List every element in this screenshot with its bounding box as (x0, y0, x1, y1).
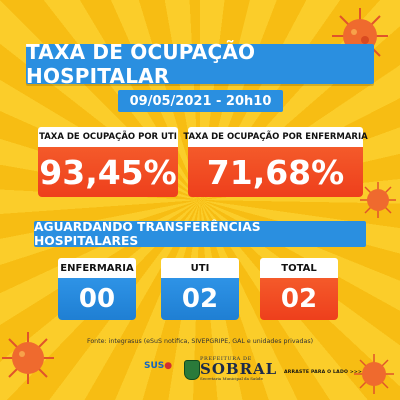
waiting-total-value: 02 (260, 278, 338, 320)
enfermaria-occupancy-label: TAXA DE OCUPAÇÃO POR ENFERMARIA (183, 127, 368, 147)
waiting-enfermaria-label: ENFERMARIA (58, 258, 136, 278)
prefeitura-sub-text: Secretaria Municipal da Saúde (200, 376, 263, 381)
date-text: 09/05/2021 - 20h10 (129, 93, 272, 109)
waiting-uti-label: UTI (161, 258, 239, 278)
virus-icon-bottom-left (2, 332, 54, 384)
uti-occupancy-card: TAXA DE OCUPAÇÃO POR UTI 93,45% (38, 127, 178, 197)
waiting-title: AGUARDANDO TRANSFERÊNCIAS HOSPITALARES (34, 220, 261, 248)
date-badge: 09/05/2021 - 20h10 (118, 90, 283, 112)
page-title: TAXA DE OCUPAÇÃO HOSPITALAR (26, 40, 256, 88)
waiting-uti-value: 02 (161, 278, 239, 320)
waiting-banner: AGUARDANDO TRANSFERÊNCIAS HOSPITALARES (34, 220, 366, 248)
sobral-crest-icon (184, 360, 200, 380)
prefeitura-logo: PREFEITURA DE SOBRAL Secretaria Municipa… (200, 356, 278, 381)
waiting-enfermaria-card: ENFERMARIA 00 (58, 258, 136, 320)
virus-icon-bottom-right (354, 354, 394, 394)
enfermaria-occupancy-card: TAXA DE OCUPAÇÃO POR ENFERMARIA 71,68% (183, 127, 368, 197)
waiting-enfermaria-value: 00 (58, 278, 136, 320)
virus-icon-right (360, 182, 396, 218)
prefeitura-main-text: SOBRAL (200, 360, 278, 378)
uti-occupancy-value: 93,45% (38, 147, 178, 197)
waiting-total-card: TOTAL 02 (260, 258, 338, 320)
prefeitura-top-text: PREFEITURA DE (200, 356, 252, 362)
swipe-hint: ARRASTE PARA O LADO >>> (284, 370, 363, 375)
sus-logo-mark-icon: ● (164, 361, 173, 371)
waiting-uti-card: UTI 02 (161, 258, 239, 320)
enfermaria-occupancy-value: 71,68% (188, 147, 363, 197)
title-banner: TAXA DE OCUPAÇÃO HOSPITALAR (26, 40, 374, 88)
uti-occupancy-label: TAXA DE OCUPAÇÃO POR UTI (38, 127, 178, 147)
waiting-total-label: TOTAL (260, 258, 338, 278)
sus-logo: SUS● (144, 361, 172, 371)
source-note: Fonte: integrasus (eSuS notifica, SIVEPG… (86, 338, 314, 345)
sus-logo-text: SUS (144, 361, 165, 371)
